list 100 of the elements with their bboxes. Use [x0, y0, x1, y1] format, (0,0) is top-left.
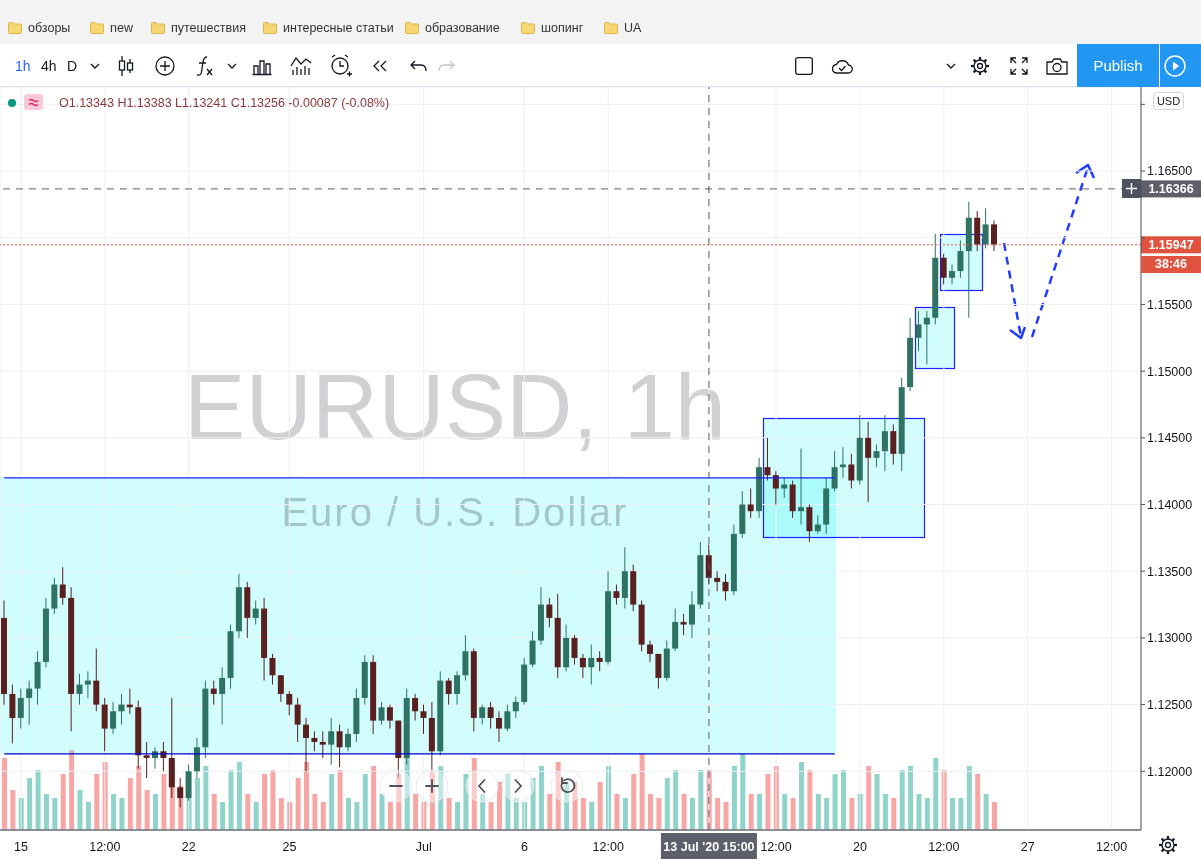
bar	[295, 778, 301, 830]
text: D	[67, 58, 78, 74]
bar	[799, 762, 805, 830]
candlestick	[647, 640, 654, 663]
candlestick	[454, 670, 461, 706]
y-tick-label: 1.13000	[1147, 631, 1193, 646]
candlestick	[378, 701, 385, 726]
bar	[664, 778, 670, 830]
bar	[656, 798, 662, 830]
candlestick	[252, 600, 259, 626]
candlestick	[940, 253, 947, 285]
text: образование	[425, 21, 500, 35]
bar	[614, 794, 620, 830]
candlestick	[873, 443, 880, 468]
bar	[908, 766, 914, 830]
candlestick	[714, 570, 721, 592]
y-tick-label: 1.16500	[1147, 164, 1193, 179]
candlestick	[277, 674, 284, 703]
text: обзоры	[28, 21, 71, 35]
candlestick	[412, 693, 419, 722]
x-tick-label: 20	[852, 840, 867, 854]
candlestick	[143, 741, 150, 779]
bar	[849, 798, 855, 830]
candlestick	[420, 704, 427, 735]
bar	[933, 758, 939, 830]
bar	[438, 766, 444, 830]
bar	[723, 802, 729, 830]
candlestick	[84, 670, 91, 699]
candlestick	[814, 514, 821, 535]
bar	[966, 766, 972, 830]
y-tick-label: 1.14000	[1147, 497, 1193, 512]
bar	[488, 802, 494, 830]
candlestick	[210, 680, 217, 706]
bar	[572, 782, 578, 830]
bar	[673, 770, 679, 830]
candlestick	[915, 310, 922, 352]
text: new	[110, 21, 133, 35]
bar	[85, 802, 91, 830]
y-axis-title: USD	[1156, 95, 1181, 107]
candlestick	[445, 677, 452, 706]
text: интересные статьи	[283, 21, 394, 35]
ref-line-label: 1.15947	[1148, 238, 1194, 253]
candlestick	[949, 263, 956, 285]
candlestick	[269, 653, 276, 686]
bar	[681, 794, 687, 830]
y-tick-label: 1.12500	[1147, 698, 1193, 713]
bar	[631, 774, 637, 830]
bar	[715, 798, 721, 830]
bar	[807, 770, 813, 830]
bar	[538, 766, 544, 830]
bar	[480, 794, 486, 830]
bar	[622, 798, 628, 830]
candlestick	[495, 710, 502, 743]
x-tick-label: 27	[1020, 840, 1035, 854]
candlestick	[386, 704, 393, 730]
bar	[589, 802, 595, 830]
candlestick	[59, 566, 66, 606]
bar	[496, 782, 502, 830]
bar	[304, 762, 310, 830]
bar	[337, 770, 343, 830]
candlestick	[798, 448, 805, 526]
x-tick-label: 13 Jul '20 15:00	[663, 840, 755, 854]
candlestick	[596, 650, 603, 672]
bar	[765, 774, 771, 830]
candlestick	[487, 701, 494, 730]
bar	[60, 774, 66, 830]
text: 1h	[15, 58, 31, 74]
bar	[35, 770, 41, 830]
candlestick	[26, 680, 33, 726]
bar	[278, 798, 284, 830]
text: UA	[624, 21, 642, 35]
bar	[379, 794, 385, 830]
candlestick	[328, 717, 335, 766]
bar	[840, 770, 846, 830]
y-tick-label: 1.15500	[1147, 297, 1193, 312]
bar	[236, 762, 242, 830]
bar	[362, 774, 368, 830]
bar	[731, 766, 737, 830]
bar	[832, 774, 838, 830]
bar	[748, 794, 754, 830]
bar	[455, 802, 461, 830]
bar	[866, 766, 872, 830]
bar	[824, 798, 830, 830]
bar	[530, 778, 536, 830]
bar	[94, 774, 100, 830]
bar	[983, 794, 989, 830]
bar	[446, 798, 452, 830]
bar	[882, 794, 888, 830]
x-tick-label: 22	[181, 840, 196, 854]
bar	[413, 794, 419, 830]
bar	[220, 802, 226, 830]
y-tick-label: 1.14500	[1147, 431, 1193, 446]
bar	[245, 794, 251, 830]
y-tick-label: 1.13500	[1147, 564, 1193, 579]
candlestick	[688, 590, 695, 639]
candlestick	[319, 730, 326, 759]
candlestick	[680, 613, 687, 636]
bar	[77, 790, 83, 830]
bar	[253, 802, 259, 830]
text: 4h	[41, 58, 57, 74]
